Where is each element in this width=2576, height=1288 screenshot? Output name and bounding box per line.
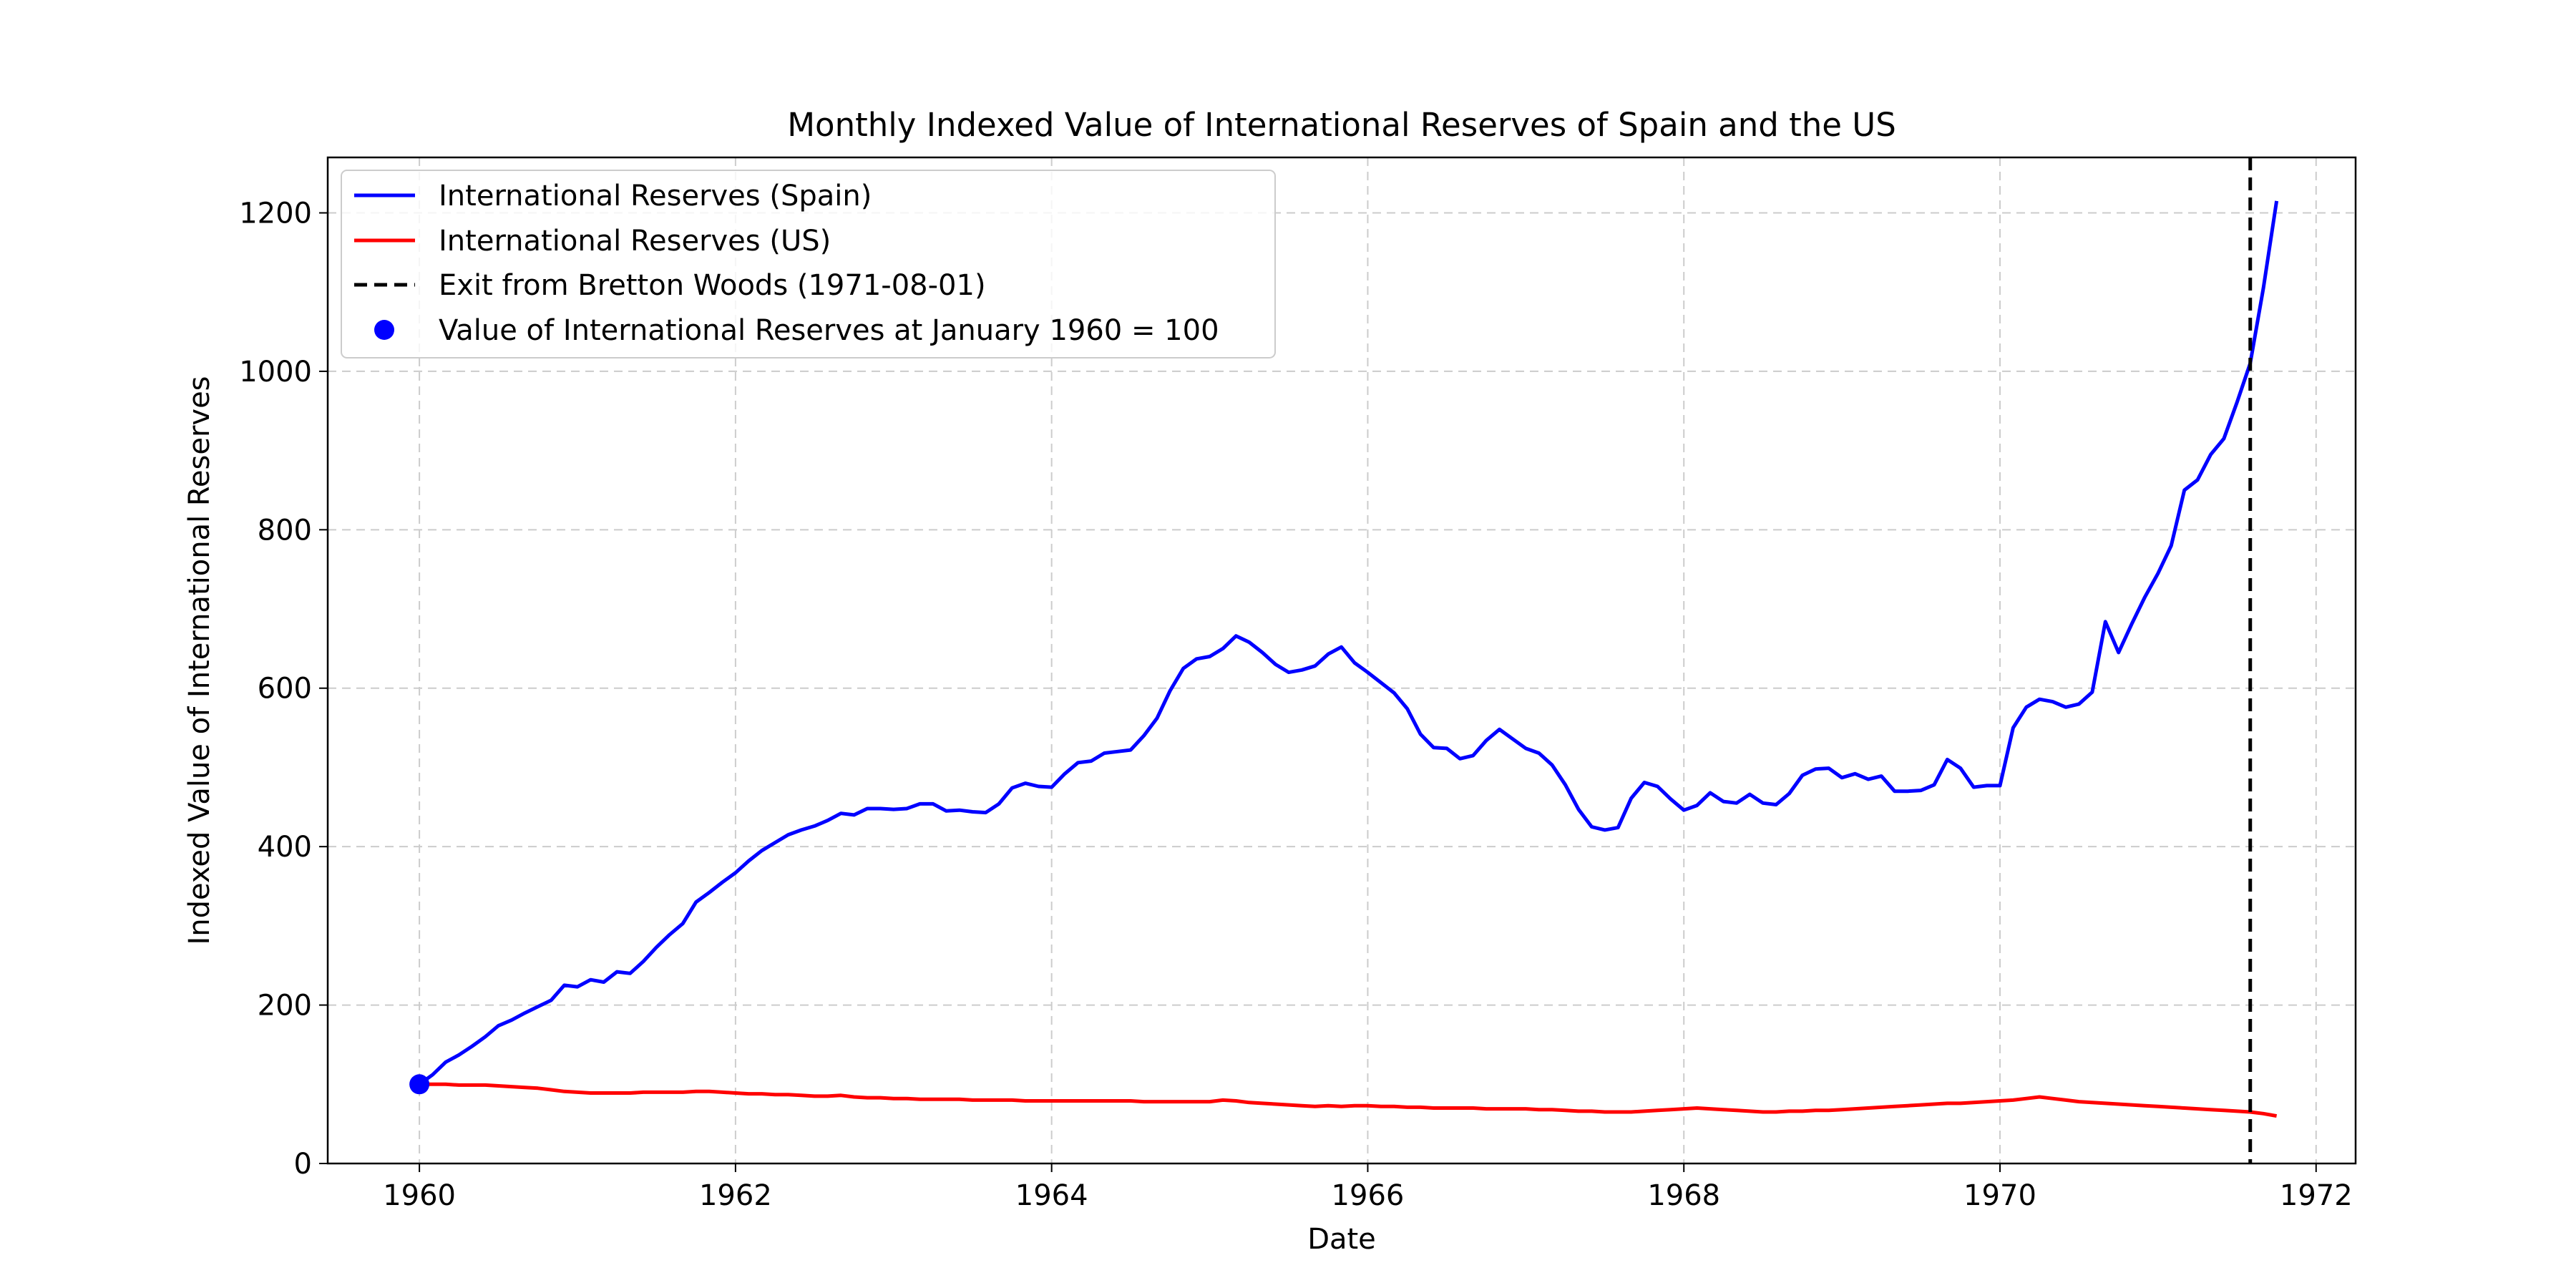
legend-us-label: International Reserves (US) xyxy=(439,225,831,258)
chart-title: Monthly Indexed Value of International R… xyxy=(787,106,1896,144)
x-tick-label: 1960 xyxy=(383,1179,456,1212)
x-tick-label: 1964 xyxy=(1015,1179,1088,1212)
y-tick-label: 1000 xyxy=(239,356,312,389)
x-tick-label: 1966 xyxy=(1332,1179,1405,1212)
x-tick-label: 1970 xyxy=(1963,1179,2036,1212)
legend-point-swatch xyxy=(374,320,394,340)
y-tick-label: 800 xyxy=(258,514,312,547)
y-tick-label: 1200 xyxy=(239,197,312,230)
plot-frame xyxy=(326,156,2357,1165)
x-tick-label: 1968 xyxy=(1647,1179,1720,1212)
y-axis-label: Indexed Value of International Reserves xyxy=(183,376,216,945)
ticks: 1960 1962 1964 1966 1968 1970 1972 0 200 400 600 80… xyxy=(239,197,2352,1212)
legend-point-label: Value of International Reserves at Janua… xyxy=(439,314,1219,347)
legend-spain-label: International Reserves (Spain) xyxy=(439,180,872,213)
y-tick-label: 0 xyxy=(294,1148,312,1181)
series-line-spain xyxy=(418,200,2279,1086)
x-axis-label: Date xyxy=(1307,1223,1376,1256)
x-tick-label: 1972 xyxy=(2280,1179,2353,1212)
legend-vline-label: Exit from Bretton Woods (1971-08-01) xyxy=(439,269,986,302)
series-layer xyxy=(409,157,2279,1163)
x-tick-label: 1962 xyxy=(699,1179,772,1212)
base-point-marker xyxy=(409,1074,430,1095)
y-tick-label: 400 xyxy=(258,831,312,864)
legend: International Reserves (Spain) Internati… xyxy=(341,170,1276,358)
y-tick-label: 600 xyxy=(258,673,312,706)
series-line-us xyxy=(419,1082,2278,1118)
y-tick-label: 200 xyxy=(258,990,312,1023)
